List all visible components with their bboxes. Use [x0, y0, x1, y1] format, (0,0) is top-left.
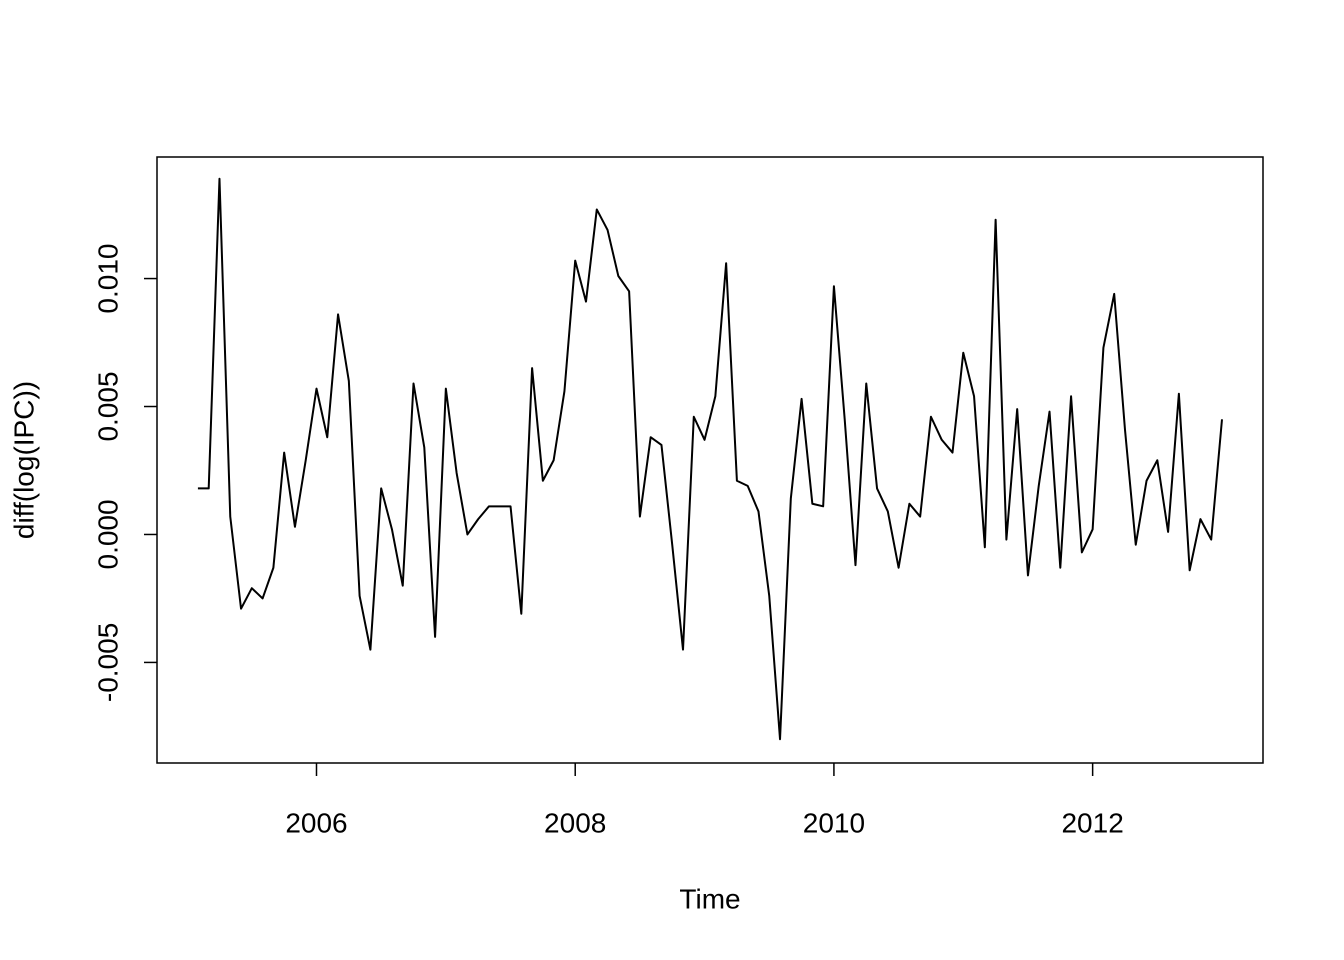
y-tick-label: 0.000 [92, 499, 123, 569]
y-tick-label: 0.005 [92, 371, 123, 441]
x-tick-label: 2012 [1061, 807, 1123, 838]
x-tick-label: 2006 [285, 807, 347, 838]
x-axis-label: Time [679, 883, 740, 914]
y-axis-label: diff(log(IPC)) [8, 381, 39, 539]
x-tick-label: 2010 [803, 807, 865, 838]
x-tick-label: 2008 [544, 807, 606, 838]
y-tick-label: -0.005 [92, 623, 123, 702]
plot-frame [156, 156, 1264, 764]
data-line [197, 177, 1223, 741]
y-tick-label: 0.010 [92, 244, 123, 314]
